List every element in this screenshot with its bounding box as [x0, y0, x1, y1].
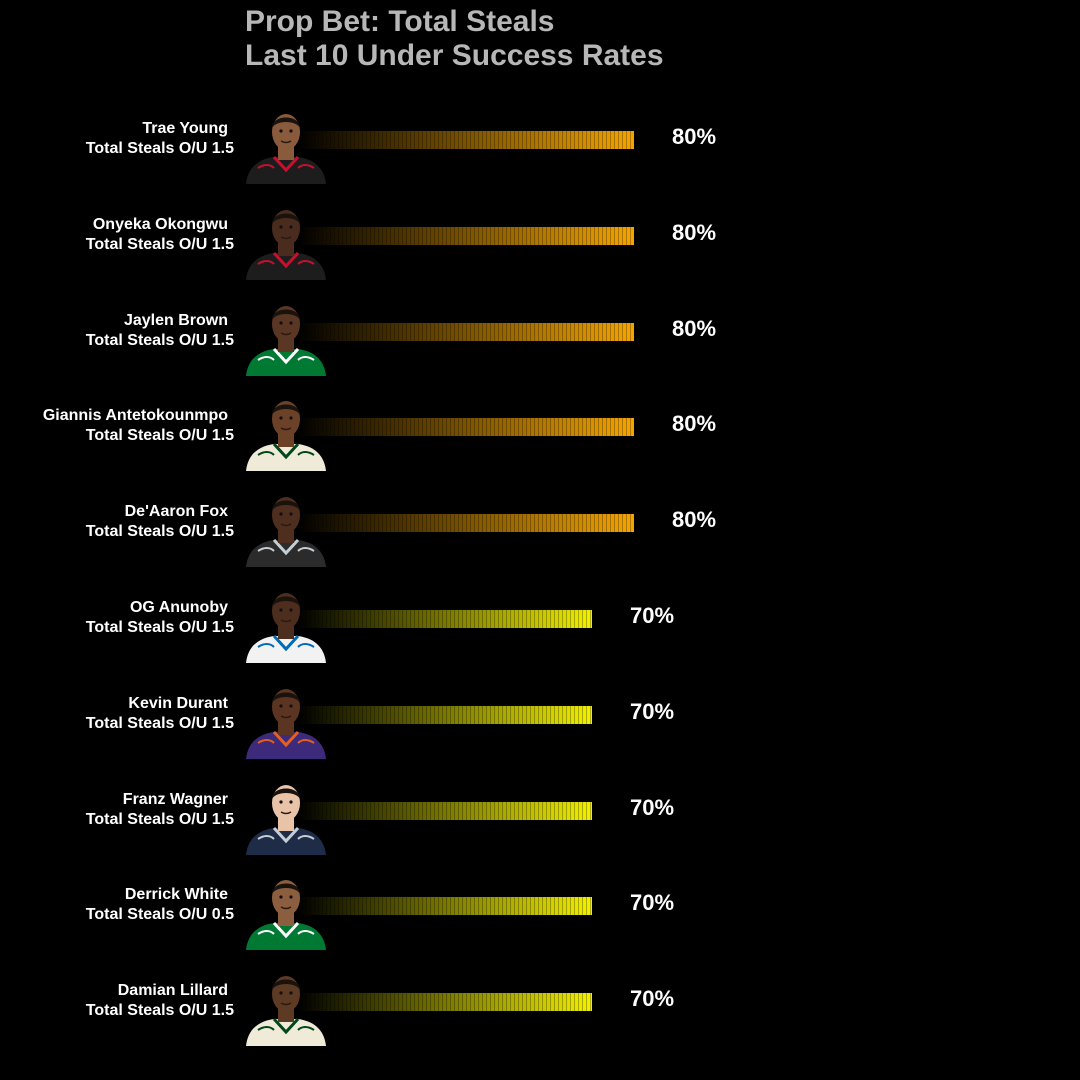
chart-bar	[298, 514, 634, 533]
chart-title-line-2: Last 10 Under Success Rates	[245, 39, 664, 72]
chart-bar	[298, 897, 592, 916]
player-name: De'Aaron Fox	[124, 503, 228, 521]
prop-line: Total Steals O/U 1.5	[85, 140, 234, 157]
player-headshot	[246, 209, 326, 280]
chart-bar	[298, 705, 592, 724]
player-headshot	[246, 784, 326, 855]
chart-row: De'Aaron Fox Total Steals O/U 1.5 80%	[0, 487, 1080, 568]
chart-row: Derrick White Total Steals O/U 0.5 70%	[0, 870, 1080, 951]
percentage-label: 70%	[630, 698, 675, 724]
percentage-label: 70%	[630, 986, 675, 1012]
player-label: Giannis Antetokounmpo Total Steals O/U 1.…	[43, 406, 234, 446]
prop-line: Total Steals O/U 1.5	[85, 619, 234, 636]
chart-row: Jaylen Brown Total Steals O/U 1.5 80%	[0, 296, 1080, 376]
player-label: Damian Lillard Total Steals O/U 1.5	[86, 981, 234, 1021]
chart-title: Prop Bet: Total Steals Last 10 Under Suc…	[245, 5, 664, 73]
chart-row: Damian Lillard Total Steals O/U 1.5 70%	[0, 966, 1080, 1047]
prop-line: Total Steals O/U 1.5	[85, 810, 234, 828]
chart-row: Franz Wagner Total Steals O/U 1.5 70%	[0, 775, 1080, 855]
chart-bar	[298, 801, 592, 820]
chart-row: Onyeka Okongwu Total Steals O/U 1.5 80%	[0, 200, 1080, 280]
prop-line: Total Steals O/U 1.5	[85, 714, 234, 732]
percentage-label: 80%	[672, 315, 717, 341]
prop-line: Total Steals O/U 1.5	[85, 331, 234, 349]
chart-row: Trae Young Total Steals O/U 1.5 80%	[0, 104, 1080, 184]
percentage-label: 80%	[672, 124, 717, 149]
chart-title-line-1: Prop Bet: Total Steals	[245, 5, 555, 38]
chart-row: Giannis Antetokounmpo Total Steals O/U 1.…	[0, 391, 1080, 472]
prop-line: Total Steals O/U 1.5	[85, 523, 234, 541]
chart-bar	[298, 322, 634, 341]
player-label: Jaylen Brown Total Steals O/U 1.5	[86, 311, 234, 351]
chart-bar	[298, 610, 592, 628]
prop-line: Total Steals O/U 1.5	[85, 1002, 234, 1020]
player-label: Derrick White Total Steals O/U 0.5	[86, 885, 234, 925]
percentage-label: 80%	[672, 507, 717, 533]
player-headshot	[246, 688, 326, 759]
player-label: Franz Wagner Total Steals O/U 1.5	[86, 790, 234, 830]
player-headshot	[246, 593, 326, 663]
prop-line: Total Steals O/U 0.5	[85, 906, 234, 924]
percentage-label: 70%	[630, 794, 675, 820]
chart-bar	[298, 131, 634, 149]
player-label: Kevin Durant Total Steals O/U 1.5	[86, 694, 234, 734]
player-name: Derrick White	[124, 886, 228, 904]
player-headshot	[246, 880, 326, 951]
percentage-label: 70%	[630, 890, 675, 916]
percentage-label: 80%	[672, 411, 717, 437]
percentage-label: 70%	[630, 603, 675, 628]
player-label: OG Anunoby Total Steals O/U 1.5	[86, 598, 234, 638]
prop-line: Total Steals O/U 1.5	[85, 235, 234, 253]
player-label: Trae Young Total Steals O/U 1.5	[86, 119, 234, 159]
player-label: De'Aaron Fox Total Steals O/U 1.5	[86, 502, 234, 542]
player-name: Damian Lillard	[117, 982, 228, 1000]
player-name: Jaylen Brown	[123, 311, 228, 329]
chart-bar	[298, 993, 592, 1012]
prop-line: Total Steals O/U 1.5	[85, 427, 234, 445]
player-name: Trae Young	[142, 120, 228, 137]
chart-bar	[298, 226, 634, 245]
chart-bar	[298, 418, 634, 437]
player-headshot	[246, 305, 326, 376]
player-name: OG Anunoby	[129, 599, 228, 616]
player-name: Onyeka Okongwu	[92, 215, 228, 233]
player-headshot	[246, 114, 326, 184]
player-name: Giannis Antetokounmpo	[42, 407, 228, 425]
chart-row: Kevin Durant Total Steals O/U 1.5 70%	[0, 679, 1080, 759]
player-label: Onyeka Okongwu Total Steals O/U 1.5	[86, 215, 234, 255]
player-headshot	[246, 401, 326, 472]
player-name: Kevin Durant	[128, 694, 228, 712]
player-name: Franz Wagner	[122, 790, 228, 808]
chart-row: OG Anunoby Total Steals O/U 1.5 70%	[0, 583, 1080, 663]
player-headshot	[246, 976, 326, 1047]
player-headshot	[246, 497, 326, 568]
percentage-label: 80%	[672, 219, 717, 245]
